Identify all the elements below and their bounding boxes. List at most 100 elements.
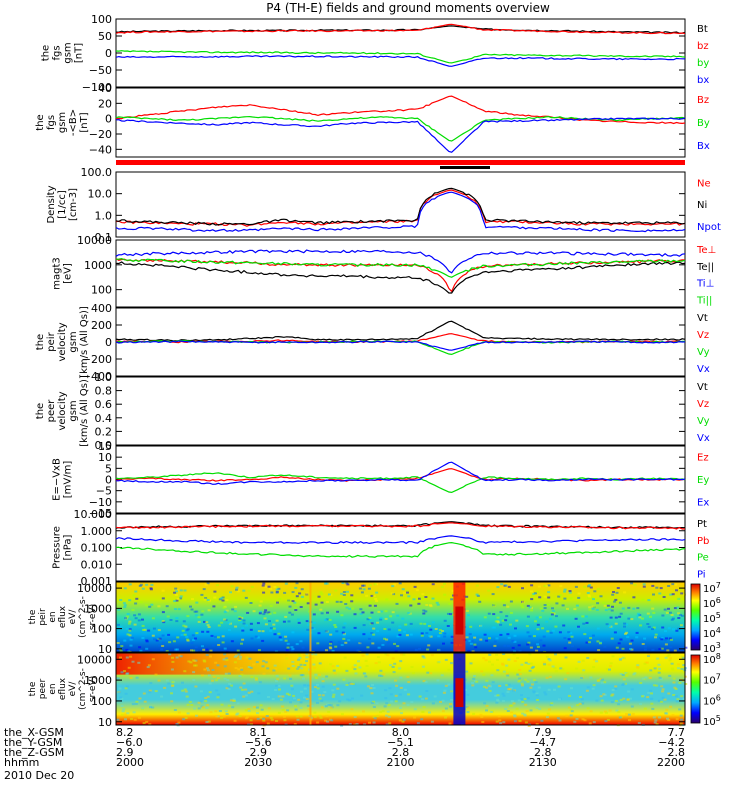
peer_velocity-legend-entry: Vt <box>697 382 708 393</box>
temperature-legend-entry: Te⊥ <box>696 245 716 256</box>
svg-text:(cm^2-s-: (cm^2-s- <box>78 668 88 710</box>
density-legend: Ne Ni Npot <box>697 179 721 233</box>
svg-text:eflux: eflux <box>58 677 68 700</box>
svg-text:Pressure: Pressure <box>52 526 63 569</box>
x-axis-value: 8.0 <box>392 726 410 739</box>
x-axis-value: −4.2 <box>658 736 685 749</box>
density-ytick-label: 0.1 <box>95 231 113 244</box>
fgs_gsm-series-by <box>115 50 686 64</box>
pressure-legend-entry: Pe <box>697 553 709 564</box>
temperature-ytick-label: 1000 <box>84 259 112 272</box>
temperature-frame <box>115 239 686 308</box>
figure-title: P4 (TH-E) fields and ground moments over… <box>266 1 550 15</box>
svg-text:en: en <box>48 683 58 694</box>
fgs_gsm-series-bz <box>115 23 686 35</box>
pressure-legend-entry: Pi <box>697 569 706 580</box>
fgs_gsm_detrended-ytick-label: 0 <box>105 113 112 126</box>
pressure-ylabel: Pressure [nPa] <box>52 526 74 569</box>
temperature-series-Ti <box>115 257 686 278</box>
x-axis-value: 7.7 <box>668 726 686 739</box>
peer_eflux-ytick-label: 1000 <box>84 674 112 687</box>
svg-text:sr-eV): sr-eV) <box>88 676 98 702</box>
fgs_gsm-ytick-label: 0 <box>105 47 112 60</box>
temperature-ytick-label: 10000 <box>77 234 112 247</box>
pressure-legend: Pt Pb Pe Pi <box>697 519 709 580</box>
peer_velocity-legend-entry: Vy <box>697 416 710 427</box>
svg-text:en: en <box>48 611 58 622</box>
peir_eflux-frame <box>115 581 686 653</box>
svg-text:-<B>: -<B> <box>68 109 79 136</box>
fgs_gsm_detrended-ytick-label: 20 <box>98 97 112 110</box>
fgs_gsm_detrended-ytick-label: −20 <box>89 128 112 141</box>
mode-bar <box>116 160 685 169</box>
efield-ytick-label: 0 <box>105 474 112 487</box>
density-ytick-label: 100.0 <box>81 166 113 179</box>
panel-fgs_gsm: 100 50 0 −50 −100 the fgs gsm [nT] Bt bz by bx <box>41 13 710 94</box>
pressure-ytick-label: 10.000 <box>74 508 113 521</box>
peir_velocity-legend: Vt Vz Vy Vx <box>697 313 710 375</box>
svg-text:velocity: velocity <box>57 322 68 361</box>
fgs_gsm_detrended-ylabel: the fgs gsm -<B> [nT] <box>35 109 90 136</box>
efield-ytick-label: −5 <box>96 485 112 498</box>
peir_eflux-colorbar-label: 104 <box>703 626 721 640</box>
svg-text:gsm: gsm <box>68 331 79 352</box>
efield-series-Ex <box>116 461 686 485</box>
svg-text:[nT]: [nT] <box>79 112 90 132</box>
svg-text:eV/: eV/ <box>68 609 78 625</box>
peer_velocity-ytick-label: 0.4 <box>95 412 113 425</box>
peer_eflux-ytick-label: 10 <box>98 716 112 729</box>
fgs_gsm-ytick-label: −100 <box>82 81 112 94</box>
efield-legend-entry: Ey <box>697 475 709 486</box>
svg-text:[cm-3]: [cm-3] <box>68 188 79 221</box>
temperature-series-Ti <box>115 249 686 274</box>
fgs_gsm-legend-entry: Bt <box>697 24 708 35</box>
peir_velocity-legend-entry: Vz <box>697 330 709 341</box>
x-axis-value: 8.2 <box>116 726 134 739</box>
x-axis-row-label: the_X-GSM <box>4 726 64 739</box>
peir_velocity-series-Vt <box>115 320 686 342</box>
x-axis-date: 2010 Dec 20 <box>4 769 74 782</box>
svg-text:[nT]: [nT] <box>74 43 85 63</box>
efield-ytick-label: 5 <box>105 462 112 475</box>
fgs_gsm-legend: Bt bz by bx <box>697 24 709 86</box>
x-axis-value: 7.9 <box>534 726 552 739</box>
peir_velocity-legend-entry: Vx <box>697 364 710 375</box>
peer_eflux-colorbar-label: 107 <box>703 673 721 687</box>
svg-text:[nPa]: [nPa] <box>63 534 74 560</box>
x-axis-value: 2130 <box>529 756 557 769</box>
pressure-legend-entry: Pt <box>697 519 707 530</box>
fgs_gsm_detrended-frame <box>115 87 686 158</box>
fgs_gsm_detrended-ytick-label: 40 <box>98 82 112 95</box>
fgs_gsm_detrended-ytick-label: −40 <box>89 143 112 156</box>
svg-text:(cm^2-s-: (cm^2-s- <box>78 596 88 638</box>
fgs_gsm_detrended-series-Bx <box>115 117 686 153</box>
x-axis-row-label: the_Z-GSM <box>4 746 64 759</box>
fgs_gsm-ytick-label: 50 <box>98 30 112 43</box>
svg-text:sr-eV): sr-eV) <box>88 604 98 630</box>
temperature-legend: Te⊥ Te|| Ti⊥ Ti|| <box>696 245 716 306</box>
svg-text:[eV]: [eV] <box>63 263 74 284</box>
panel-peer_velocity: 1.00.80.60.40.20.0 the peer velocity gsm [km/… <box>35 371 710 452</box>
peer_velocity-legend-entry: Vx <box>697 433 710 444</box>
peer_eflux-colorbar-label: 106 <box>703 693 721 707</box>
pressure-series-Pi <box>115 535 686 545</box>
peer_velocity-legend-entry: Vz <box>697 399 709 410</box>
svg-text:eflux: eflux <box>58 605 68 628</box>
x-axis-value: 2100 <box>387 756 415 769</box>
peir_eflux-colorbar-label: 106 <box>703 596 721 610</box>
density-ytick-label: 10.0 <box>88 188 113 201</box>
fgs_gsm-legend-entry: bx <box>697 75 709 86</box>
peer_velocity-legend: Vt Vz Vy Vx <box>697 382 710 444</box>
density-series-Npot <box>115 191 686 233</box>
svg-text:[km/s (All Qs)]: [km/s (All Qs)] <box>79 375 90 447</box>
svg-text:peir: peir <box>46 331 57 351</box>
pressure-ytick-label: 0.010 <box>81 558 113 571</box>
x-axis-value: 2.8 <box>534 746 552 759</box>
peir_velocity-ytick-label: 400 <box>91 302 112 315</box>
peer_velocity-ytick-label: 0.6 <box>95 398 113 411</box>
peir_eflux-ytick-label: 1000 <box>84 602 112 615</box>
peer_eflux-colorbar-label: 108 <box>703 652 721 666</box>
pressure-ytick-label: 0.100 <box>81 542 113 555</box>
